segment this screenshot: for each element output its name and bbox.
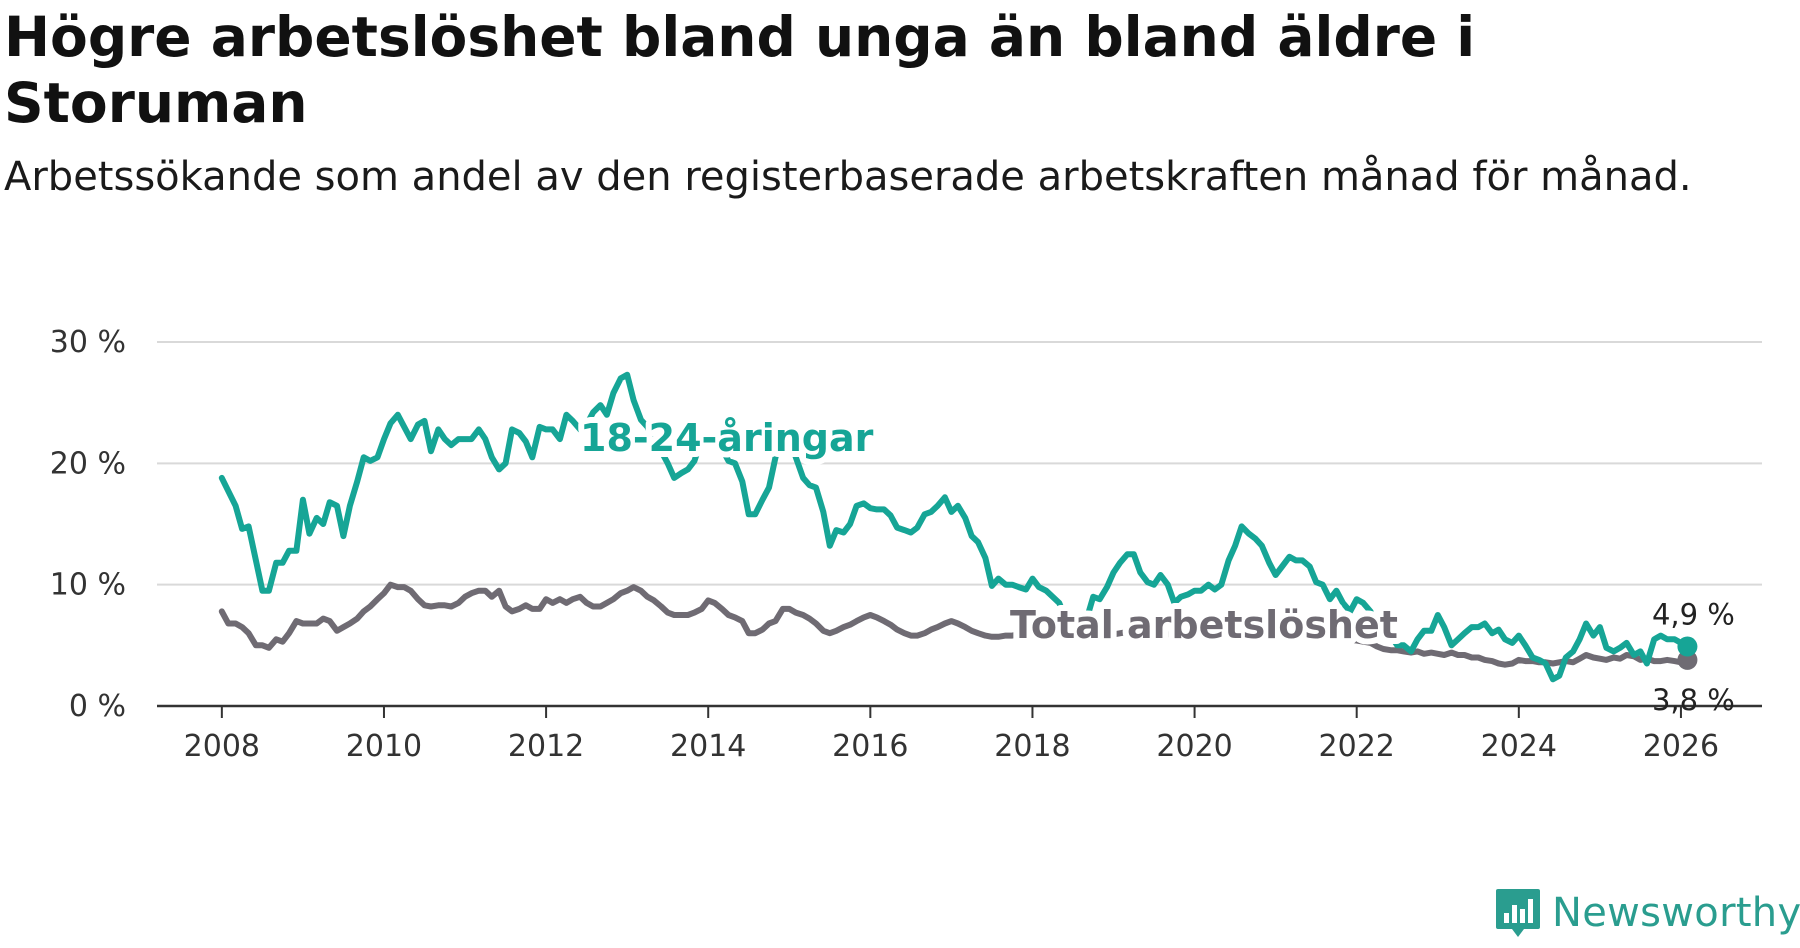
x-tick-label: 2018 [994, 729, 1070, 764]
x-tick-label: 2022 [1319, 729, 1395, 764]
chart-title: Högre arbetslöshet bland unga än bland ä… [4, 5, 1476, 135]
series-label-total: Total arbetslöshet [1010, 603, 1398, 647]
x-tick-label: 2016 [832, 729, 908, 764]
y-tick-label: 30 % [50, 325, 126, 360]
y-tick-label: 10 % [50, 568, 126, 603]
x-tick-label: 2026 [1643, 729, 1719, 764]
end-value-label-total: 3,8 % [1652, 683, 1735, 717]
x-tick-label: 2020 [1156, 729, 1232, 764]
y-tick-label: 20 % [50, 446, 126, 481]
series-line-youth [218, 371, 1691, 683]
chart-subtitle: Arbetssökande som andel av den registerb… [4, 154, 1692, 200]
brand-name: Newsworthy [1552, 890, 1800, 936]
x-tick-label: 2010 [346, 729, 422, 764]
series-line-total [218, 581, 1691, 668]
newsworthy-logo: Newsworthy [1494, 887, 1800, 939]
x-tick-label: 2012 [508, 729, 584, 764]
end-point-youth [1677, 636, 1698, 657]
x-tick-label: 2008 [184, 729, 260, 764]
y-tick-label: 0 % [69, 689, 126, 724]
series-label-youth: 18-24-åringar [580, 416, 874, 460]
end-value-label-youth: 4,9 % [1652, 598, 1735, 632]
x-tick-label: 2024 [1481, 729, 1557, 764]
bar-chart-icon [1496, 889, 1540, 937]
x-tick-label: 2014 [670, 729, 746, 764]
